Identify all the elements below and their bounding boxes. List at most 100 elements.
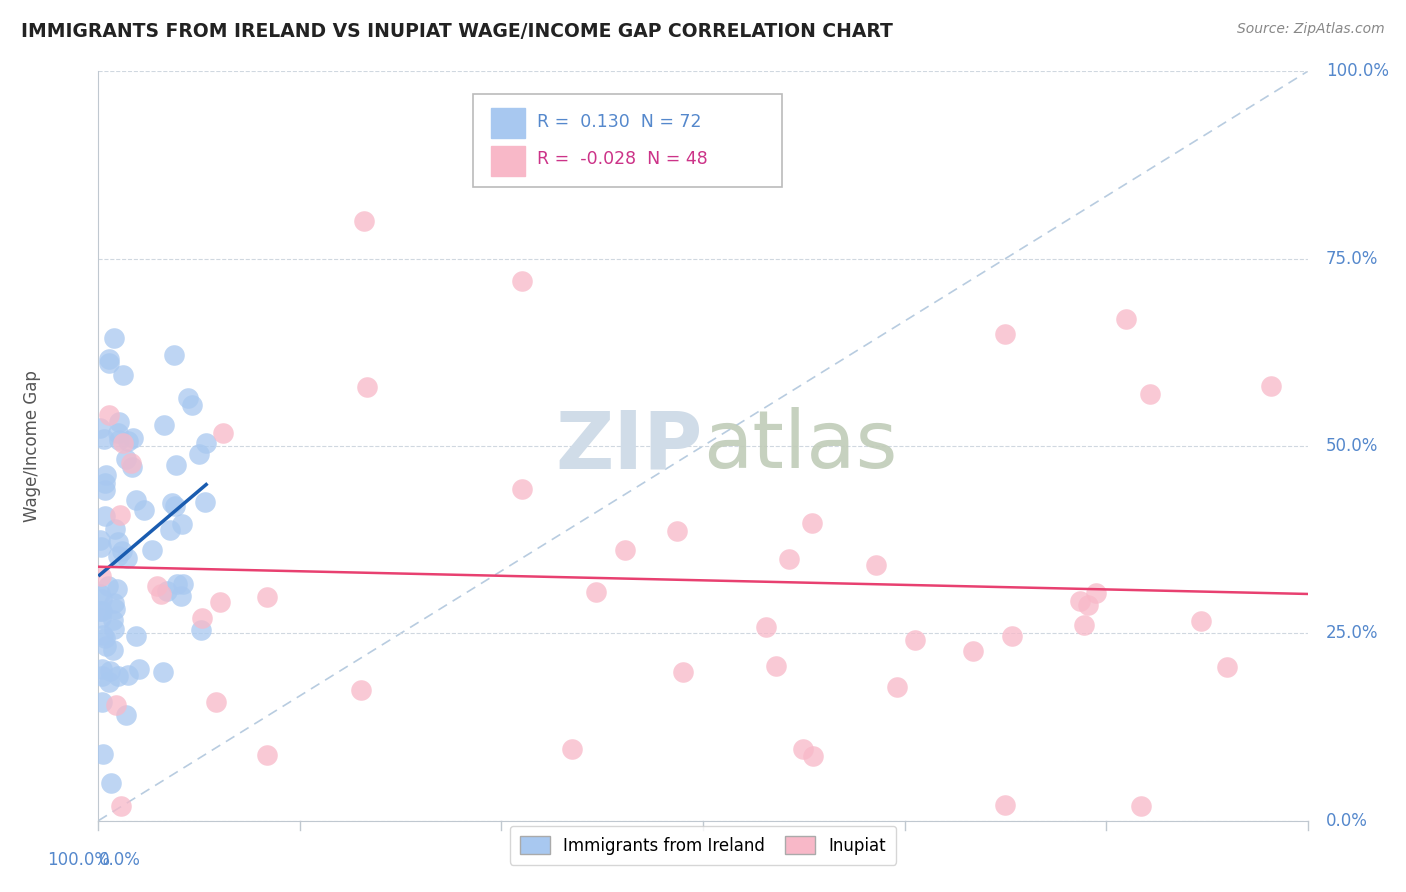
Text: R =  -0.028  N = 48: R = -0.028 N = 48 [537, 150, 709, 168]
Point [163, 499, 186, 513]
Point [166, 576, 188, 591]
Point [122, 431, 145, 445]
Point [94, 483, 117, 497]
Point [149, 587, 172, 601]
Point [108, 508, 131, 523]
Bar [492, 145, 526, 176]
Point [195, 435, 218, 450]
Point [90, 568, 112, 582]
Point [172, 577, 194, 591]
Point [353, 214, 375, 228]
Point [91, 747, 114, 761]
Point [111, 368, 134, 383]
Point [107, 669, 129, 683]
Point [104, 602, 127, 616]
Point [94, 508, 117, 523]
Point [188, 447, 211, 461]
Text: ZIP: ZIP [555, 407, 703, 485]
Point [1129, 798, 1152, 813]
Point [108, 415, 131, 429]
Point [98, 408, 121, 422]
Point [94, 476, 117, 491]
Point [107, 426, 129, 441]
Point [125, 493, 148, 508]
Point [107, 535, 129, 549]
Point [98, 664, 121, 678]
Text: atlas: atlas [703, 407, 897, 485]
Point [778, 552, 800, 566]
Point [962, 643, 984, 657]
Point [1073, 618, 1095, 632]
Point [510, 274, 533, 288]
Point [110, 798, 132, 813]
Point [101, 613, 124, 627]
Point [212, 425, 235, 440]
Point [115, 707, 138, 722]
Point [110, 544, 132, 558]
Point [141, 542, 163, 557]
Point [91, 668, 114, 682]
Point [107, 582, 129, 596]
Point [1085, 586, 1108, 600]
Point [115, 550, 138, 565]
Text: 50.0%: 50.0% [1326, 437, 1378, 455]
Point [91, 628, 114, 642]
Point [176, 391, 198, 405]
Point [672, 665, 695, 679]
Text: 25.0%: 25.0% [1326, 624, 1378, 642]
Point [510, 482, 533, 496]
Point [256, 747, 278, 762]
Point [159, 523, 181, 537]
Point [886, 680, 908, 694]
Point [93, 432, 115, 446]
Point [104, 522, 127, 536]
Text: 0.0%: 0.0% [1326, 812, 1368, 830]
Point [103, 623, 125, 637]
Point [105, 698, 128, 712]
Point [792, 741, 814, 756]
Point [801, 749, 824, 764]
Text: Source: ZipAtlas.com: Source: ZipAtlas.com [1237, 22, 1385, 37]
Point [90, 592, 112, 607]
Point [132, 503, 155, 517]
Text: 75.0%: 75.0% [1326, 250, 1378, 268]
Text: R =  0.130  N = 72: R = 0.130 N = 72 [537, 112, 702, 130]
Point [97, 352, 120, 367]
Point [97, 579, 120, 593]
Point [89, 533, 111, 547]
Point [1069, 594, 1091, 608]
Point [1001, 629, 1024, 643]
Point [350, 683, 373, 698]
Point [115, 451, 138, 466]
Point [120, 456, 142, 470]
Point [1260, 379, 1282, 393]
Legend: Immigrants from Ireland, Inupiat: Immigrants from Ireland, Inupiat [510, 826, 896, 864]
Point [904, 633, 927, 648]
Point [93, 631, 115, 645]
Point [165, 458, 187, 472]
Point [125, 629, 148, 643]
Point [170, 516, 193, 531]
Point [190, 623, 212, 637]
Point [103, 331, 125, 345]
Point [170, 590, 193, 604]
Text: 100.0%: 100.0% [1326, 62, 1389, 80]
Point [163, 348, 186, 362]
FancyBboxPatch shape [474, 94, 782, 187]
Point [666, 524, 689, 538]
Point [98, 675, 121, 690]
Point [181, 398, 204, 412]
Point [1139, 386, 1161, 401]
Point [117, 668, 139, 682]
Point [90, 541, 112, 555]
Point [89, 604, 111, 618]
Point [89, 587, 111, 601]
Point [117, 434, 139, 449]
Point [152, 665, 174, 679]
Point [1115, 311, 1137, 326]
Point [100, 776, 122, 790]
Point [97, 356, 120, 370]
Point [801, 516, 824, 530]
Point [121, 460, 143, 475]
Point [1216, 660, 1239, 674]
